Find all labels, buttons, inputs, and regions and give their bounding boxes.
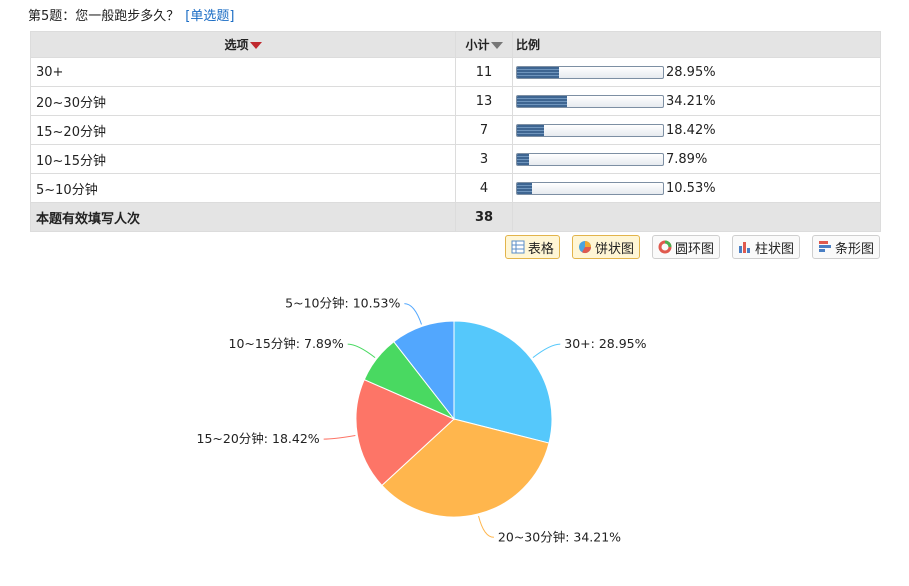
question-type-label: [单选题] bbox=[185, 9, 235, 24]
option-label: 30+ bbox=[30, 57, 456, 87]
view-toggle-bar: 表格 饼状图 圆环图 柱状图 条形图 bbox=[504, 235, 880, 259]
pie-label-30+: 30+: 28.95% bbox=[564, 336, 646, 351]
option-count: 3 bbox=[455, 144, 513, 174]
view-button-label: 圆环图 bbox=[674, 241, 714, 257]
pie-label-20-30: 20~30分钟: 34.21% bbox=[498, 529, 621, 544]
table-icon bbox=[511, 240, 525, 254]
header-option[interactable]: 选项 bbox=[30, 31, 456, 58]
pie-slice-15-20[interactable] bbox=[355, 378, 455, 487]
view-button-pie-chart[interactable]: 饼状图 bbox=[571, 235, 640, 259]
ratio-percent: 10.53% bbox=[666, 180, 716, 196]
ratio-percent: 34.21% bbox=[666, 93, 716, 109]
pie-label-10-15: 10~15分钟: 7.89% bbox=[229, 336, 344, 351]
header-ratio: 比例 bbox=[512, 31, 881, 58]
pie-label-5-10: 5~10分钟: 10.53% bbox=[285, 296, 400, 311]
ratio-bar bbox=[516, 65, 664, 79]
ratio-percent: 18.42% bbox=[666, 122, 716, 138]
sort-desc-icon[interactable] bbox=[249, 42, 262, 49]
ratio-bar-fill bbox=[517, 66, 560, 78]
option-count: 4 bbox=[455, 173, 513, 203]
total-row: 本题有效填写人次 38 bbox=[30, 202, 881, 232]
header-count[interactable]: 小计 bbox=[455, 31, 513, 58]
ratio-cell: 18.42% bbox=[512, 115, 881, 145]
view-button-label: 柱状图 bbox=[754, 241, 794, 257]
pie-slice-30+[interactable] bbox=[453, 320, 553, 444]
pie-chart-svg: 30+: 28.95% 20~30分钟: 34.21% 15~20分钟: 18.42… bbox=[197, 296, 647, 545]
total-empty bbox=[512, 202, 881, 232]
table-row: 10~15分钟 3 7.89% bbox=[30, 144, 881, 174]
ratio-bar-fill bbox=[517, 182, 533, 194]
option-label: 10~15分钟 bbox=[30, 144, 456, 174]
ratio-cell: 28.95% bbox=[512, 57, 881, 87]
table-row: 30+ 11 28.95% bbox=[30, 57, 881, 87]
pie-connector bbox=[347, 343, 376, 358]
pie-label-15-20: 15~20分钟: 18.42% bbox=[197, 431, 320, 446]
option-count: 7 bbox=[455, 115, 513, 145]
ratio-bar-fill bbox=[517, 153, 529, 165]
view-button-column-chart[interactable]: 柱状图 bbox=[731, 235, 800, 259]
donut-chart-icon bbox=[658, 240, 672, 254]
question-text: 第5题：您一般跑步多久？ bbox=[28, 9, 180, 24]
pie-slice-5-10[interactable] bbox=[393, 320, 455, 421]
pie-chart-icon bbox=[578, 240, 592, 254]
option-count: 11 bbox=[455, 57, 513, 87]
ratio-bar bbox=[516, 152, 664, 166]
bar-chart-icon bbox=[818, 240, 832, 254]
option-count: 13 bbox=[455, 86, 513, 116]
pie-slice-20-30[interactable] bbox=[381, 418, 550, 518]
ratio-cell: 7.89% bbox=[512, 144, 881, 174]
view-button-label: 表格 bbox=[527, 241, 554, 257]
ratio-percent: 28.95% bbox=[666, 64, 716, 80]
option-label: 15~20分钟 bbox=[30, 115, 456, 145]
view-button-label: 饼状图 bbox=[594, 241, 634, 257]
ratio-cell: 34.21% bbox=[512, 86, 881, 116]
ratio-percent: 7.89% bbox=[666, 151, 708, 167]
ratio-bar-fill bbox=[517, 124, 544, 136]
total-label: 本题有效填写人次 bbox=[30, 202, 456, 232]
table-row: 20~30分钟 13 34.21% bbox=[30, 86, 881, 116]
option-label: 20~30分钟 bbox=[30, 86, 456, 116]
view-button-label: 条形图 bbox=[834, 241, 874, 257]
table-row: 15~20分钟 7 18.42% bbox=[30, 115, 881, 145]
ratio-bar bbox=[516, 123, 664, 137]
total-count: 38 bbox=[455, 202, 513, 232]
ratio-bar-fill bbox=[517, 95, 567, 107]
table-header-row: 选项 小计 比例 bbox=[30, 31, 881, 58]
ratio-cell: 10.53% bbox=[512, 173, 881, 203]
pie-connector bbox=[478, 515, 494, 538]
table-row: 5~10分钟 4 10.53% bbox=[30, 173, 881, 203]
ratio-bar bbox=[516, 181, 664, 195]
sort-icon[interactable] bbox=[490, 42, 503, 49]
results-table: 选项 小计 比例 30+ 11 28.95% 20~30分钟 13 34.21% 15~20… bbox=[30, 31, 881, 232]
view-button-donut-chart[interactable]: 圆环图 bbox=[651, 235, 720, 259]
pie-chart: 30+: 28.95% 20~30分钟: 34.21% 15~20分钟: 18.42… bbox=[0, 262, 909, 582]
pie-connector bbox=[323, 434, 356, 440]
option-label: 5~10分钟 bbox=[30, 173, 456, 203]
ratio-bar bbox=[516, 94, 664, 108]
pie-connector bbox=[532, 343, 561, 358]
pie-connector bbox=[404, 303, 422, 325]
question-title: 第5题：您一般跑步多久？ [单选题] bbox=[28, 5, 234, 24]
view-button-bar-chart[interactable]: 条形图 bbox=[811, 235, 880, 259]
view-button-table[interactable]: 表格 bbox=[504, 235, 560, 259]
column-chart-icon bbox=[738, 240, 752, 254]
